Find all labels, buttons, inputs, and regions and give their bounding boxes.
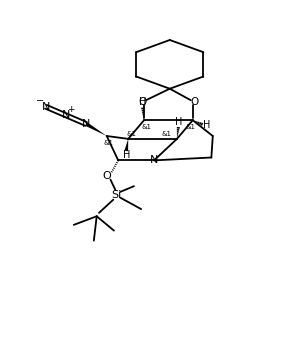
Text: &1: &1 [127, 131, 137, 137]
Text: &1: &1 [103, 140, 113, 146]
Text: N: N [82, 119, 90, 129]
Text: N: N [150, 155, 158, 165]
Text: N: N [42, 102, 50, 112]
Text: H: H [139, 97, 146, 107]
Text: &1: &1 [185, 124, 196, 130]
Polygon shape [85, 122, 107, 136]
Text: Si: Si [112, 190, 122, 200]
Text: H: H [203, 120, 211, 130]
Polygon shape [124, 139, 128, 151]
Text: O: O [190, 97, 198, 107]
Text: H: H [122, 150, 130, 160]
Text: −: − [36, 96, 44, 106]
Text: +: + [67, 105, 75, 114]
Text: &1: &1 [162, 131, 172, 137]
Text: N: N [62, 110, 70, 120]
Text: O: O [102, 171, 111, 181]
Text: H: H [175, 117, 182, 127]
Text: O: O [139, 97, 147, 107]
Text: &1: &1 [141, 124, 151, 130]
